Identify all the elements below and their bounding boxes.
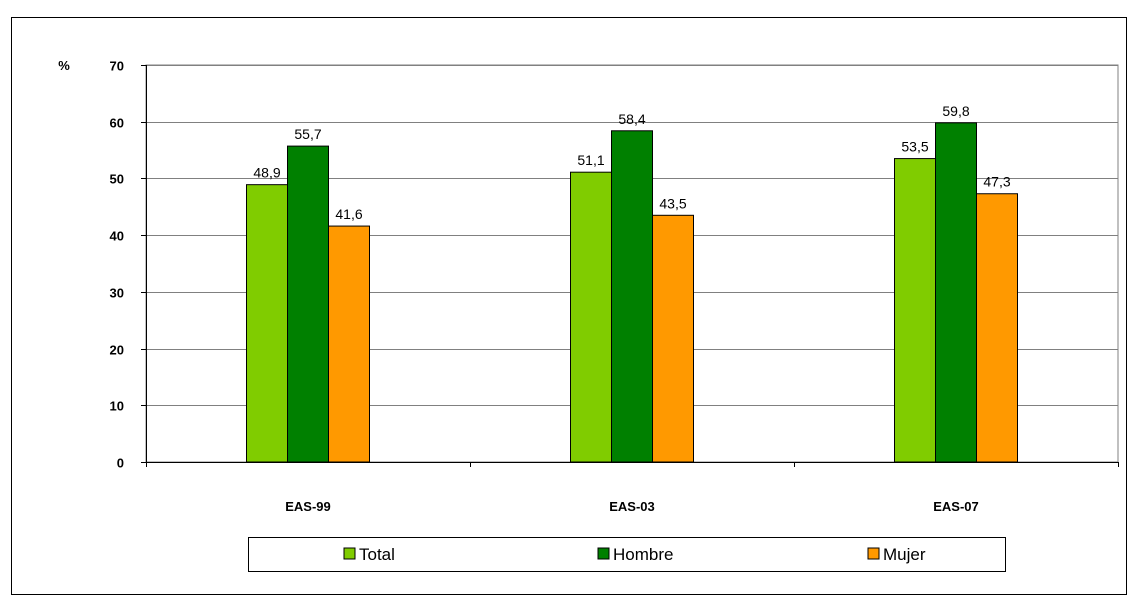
y-tick-label: 40 [110,229,124,244]
bar-mujer-eas-99 [328,225,370,463]
data-label: 51,1 [577,152,604,168]
y-unit-label: % [58,58,70,73]
data-label: 53,5 [901,139,928,155]
bar-total-eas-99 [246,184,288,463]
legend-label-total: Total [359,545,395,564]
y-tick-label: 0 [117,456,124,471]
data-label: 43,5 [659,195,686,211]
x-category-label: EAS-03 [609,499,655,514]
bar-hombre-eas-07 [935,122,977,463]
data-label: 58,4 [618,111,645,127]
data-label: 48,9 [253,165,280,181]
x-category-label: EAS-07 [933,499,979,514]
bar-total-eas-07 [894,158,936,463]
data-label: 55,7 [294,126,321,142]
data-label: 59,8 [942,103,969,119]
y-tick-label: 20 [110,343,124,358]
y-tick-label: 50 [110,172,124,187]
legend-swatch-hombre [597,547,610,560]
x-category-label: EAS-99 [285,499,331,514]
y-tick-label: 60 [110,116,124,131]
chart-frame: % 0 10 20 30 40 50 60 70 EAS-99 EAS-03 EAS-07 48,9… [11,17,1127,595]
bar-total-eas-03 [570,171,612,463]
legend-swatch-total [343,547,356,560]
data-labels: 48,9 55,7 41,6 51,1 58,4 43,5 53,5 59,8 47,3 [253,103,1010,222]
legend: Total Hombre Mujer [248,537,1006,572]
bar-hombre-eas-99 [287,145,329,463]
data-label: 47,3 [983,174,1010,190]
data-label: 41,6 [335,206,362,222]
bars [246,122,1018,463]
bar-hombre-eas-03 [611,130,653,463]
y-tick-label: 70 [110,59,124,74]
bar-mujer-eas-07 [976,193,1018,463]
y-tick-label: 10 [110,399,124,414]
bar-mujer-eas-03 [652,214,694,463]
bar-chart: % 0 10 20 30 40 50 60 70 EAS-99 EAS-03 EAS-07 48,9… [58,58,1119,572]
legend-label-mujer: Mujer [883,545,926,564]
legend-swatch-mujer [867,547,880,560]
legend-label-hombre: Hombre [613,545,673,564]
y-tick-label: 30 [110,286,124,301]
